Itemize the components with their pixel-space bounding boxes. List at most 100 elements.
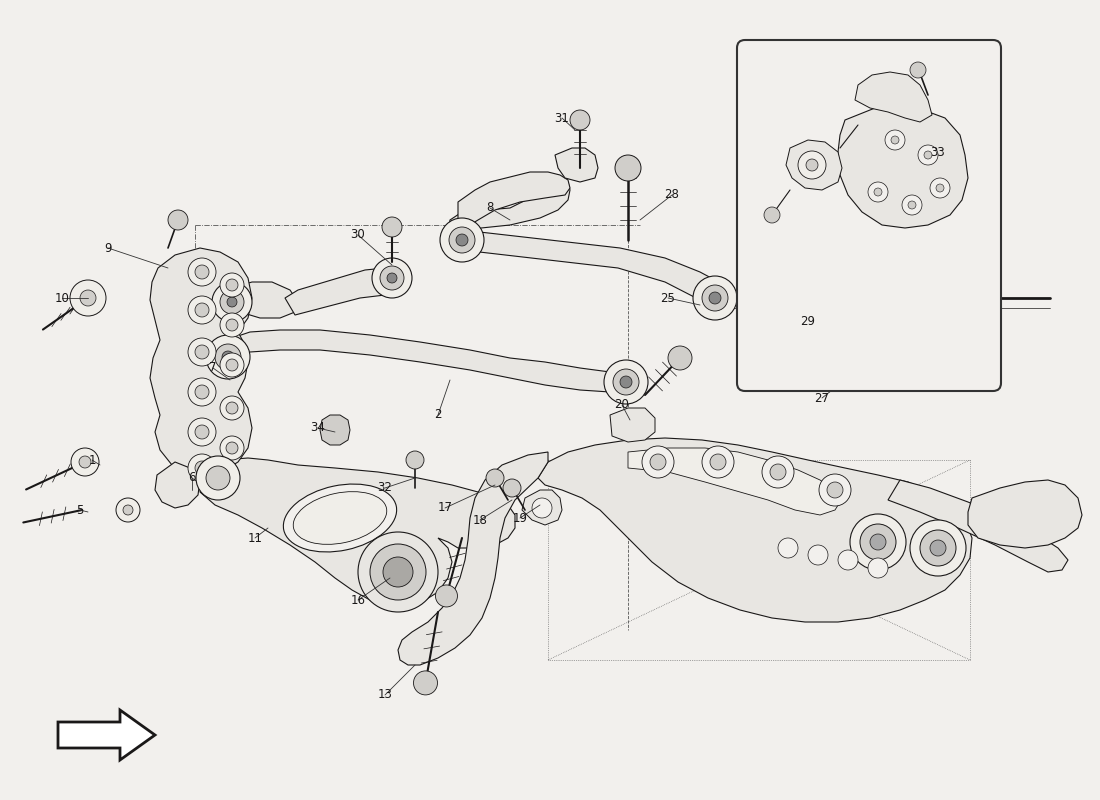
Polygon shape — [838, 108, 968, 228]
Circle shape — [227, 297, 236, 307]
Circle shape — [79, 456, 91, 468]
Circle shape — [838, 550, 858, 570]
Polygon shape — [458, 172, 570, 228]
Circle shape — [123, 505, 133, 515]
Circle shape — [188, 378, 216, 406]
Circle shape — [72, 448, 99, 476]
Circle shape — [195, 303, 209, 317]
Circle shape — [870, 534, 886, 550]
Text: 31: 31 — [554, 111, 570, 125]
Circle shape — [220, 290, 244, 314]
Polygon shape — [786, 140, 842, 190]
Circle shape — [613, 369, 639, 395]
Circle shape — [798, 151, 826, 179]
Circle shape — [924, 151, 932, 159]
Circle shape — [503, 479, 521, 497]
Circle shape — [868, 558, 888, 578]
Circle shape — [196, 456, 240, 500]
Circle shape — [188, 296, 216, 324]
Circle shape — [936, 184, 944, 192]
Circle shape — [827, 482, 843, 498]
Circle shape — [668, 346, 692, 370]
Text: 2: 2 — [434, 409, 442, 422]
Circle shape — [532, 498, 552, 518]
Circle shape — [918, 145, 938, 165]
Polygon shape — [556, 148, 598, 182]
Text: 18: 18 — [473, 514, 487, 526]
Circle shape — [886, 130, 905, 150]
Text: 33: 33 — [931, 146, 945, 158]
Circle shape — [379, 266, 404, 290]
Text: 29: 29 — [801, 315, 815, 329]
Text: 32: 32 — [377, 482, 393, 494]
Polygon shape — [450, 230, 735, 310]
Polygon shape — [968, 480, 1082, 548]
Text: 27: 27 — [814, 391, 829, 405]
Circle shape — [456, 234, 468, 246]
Circle shape — [195, 265, 209, 279]
Circle shape — [642, 446, 674, 478]
Circle shape — [206, 335, 250, 379]
Circle shape — [930, 178, 950, 198]
Circle shape — [116, 498, 140, 522]
Circle shape — [770, 464, 786, 480]
Circle shape — [778, 538, 798, 558]
Polygon shape — [538, 438, 972, 622]
Text: 19: 19 — [513, 511, 528, 525]
Polygon shape — [200, 458, 515, 608]
Circle shape — [387, 273, 397, 283]
Polygon shape — [218, 282, 298, 318]
Circle shape — [406, 451, 424, 469]
Polygon shape — [150, 248, 252, 478]
Circle shape — [195, 345, 209, 359]
Circle shape — [188, 454, 216, 482]
Circle shape — [226, 359, 238, 371]
Circle shape — [710, 292, 720, 304]
Text: 11: 11 — [248, 531, 263, 545]
Circle shape — [820, 474, 851, 506]
Circle shape — [195, 385, 209, 399]
Circle shape — [226, 402, 238, 414]
Circle shape — [370, 544, 426, 600]
Polygon shape — [155, 462, 200, 508]
Polygon shape — [58, 710, 155, 760]
Polygon shape — [888, 480, 1068, 572]
Text: 17: 17 — [438, 502, 452, 514]
Text: 9: 9 — [104, 242, 112, 254]
Ellipse shape — [294, 492, 387, 544]
Circle shape — [220, 353, 244, 377]
Circle shape — [910, 62, 926, 78]
Circle shape — [383, 557, 412, 587]
Polygon shape — [285, 268, 405, 315]
Circle shape — [650, 454, 666, 470]
Circle shape — [220, 313, 244, 337]
Circle shape — [860, 524, 896, 560]
Polygon shape — [448, 178, 570, 240]
Circle shape — [806, 159, 818, 171]
Text: 13: 13 — [377, 689, 393, 702]
Text: 30: 30 — [351, 229, 365, 242]
Circle shape — [382, 217, 402, 237]
Circle shape — [920, 530, 956, 566]
Polygon shape — [320, 415, 350, 445]
Circle shape — [910, 520, 966, 576]
Polygon shape — [398, 452, 548, 665]
Circle shape — [702, 446, 734, 478]
Circle shape — [902, 195, 922, 215]
Polygon shape — [628, 448, 840, 515]
Circle shape — [620, 376, 632, 388]
Circle shape — [188, 258, 216, 286]
Circle shape — [850, 514, 906, 570]
Circle shape — [868, 182, 888, 202]
Circle shape — [710, 454, 726, 470]
Text: 8: 8 — [486, 202, 494, 214]
Circle shape — [226, 319, 238, 331]
Circle shape — [891, 136, 899, 144]
Circle shape — [570, 110, 590, 130]
Circle shape — [358, 532, 438, 612]
Circle shape — [764, 207, 780, 223]
Circle shape — [220, 396, 244, 420]
Polygon shape — [855, 72, 932, 122]
Text: 7: 7 — [209, 362, 217, 374]
Circle shape — [226, 279, 238, 291]
